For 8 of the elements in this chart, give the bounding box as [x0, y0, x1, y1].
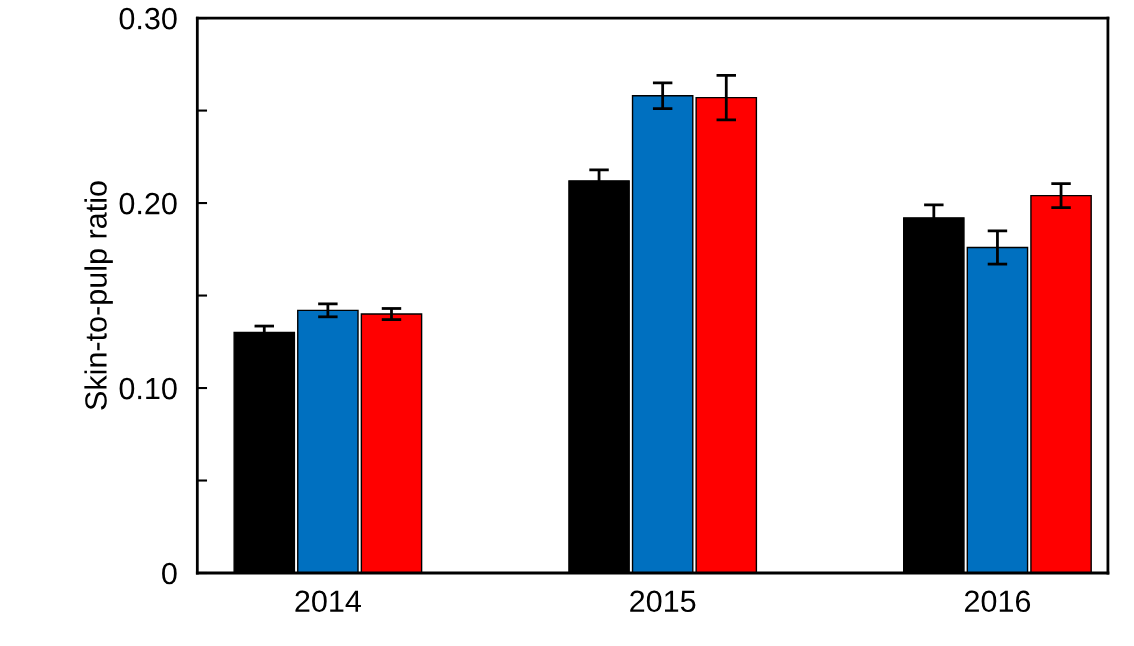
- y-tick-label: 0: [162, 562, 177, 585]
- y-tick-label: 0.30: [119, 7, 177, 30]
- x-tick-label: 2016: [964, 590, 1031, 613]
- y-tick-label: 0.20: [119, 192, 177, 215]
- y-tick-label: 0.10: [119, 377, 177, 400]
- x-tick-label: 2014: [295, 590, 361, 613]
- y-axis-title: Skin-to-pulp ratio: [84, 181, 113, 410]
- x-tick-label: 2015: [630, 590, 696, 613]
